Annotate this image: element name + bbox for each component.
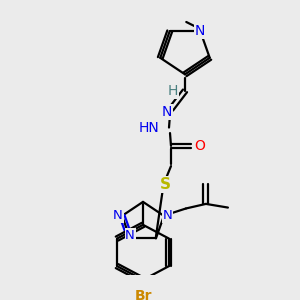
Text: N: N [163,209,173,222]
Text: Br: Br [134,290,152,300]
Text: H: H [168,84,178,98]
Text: N: N [162,105,172,119]
Text: S: S [160,177,170,192]
Text: O: O [195,139,206,153]
Text: N: N [195,24,206,38]
Text: N: N [113,209,123,222]
Text: HN: HN [138,121,159,135]
Text: N: N [125,229,135,242]
